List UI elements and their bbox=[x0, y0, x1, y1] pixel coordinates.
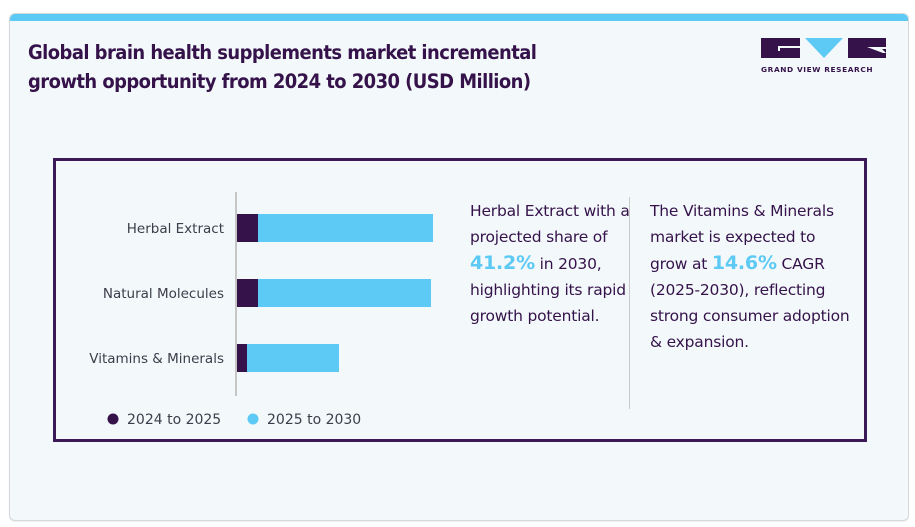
bar-chart: Herbal Extract Natural Molecules Vitamins … bbox=[89, 192, 433, 428]
legend-label: 2025 to 2030 bbox=[267, 412, 361, 428]
category-label: Natural Molecules bbox=[103, 286, 224, 302]
title-line-2: growth opportunity from 2024 to 2030 (US… bbox=[28, 70, 531, 93]
insight-herbal-extract: Herbal Extract with a projected share of… bbox=[470, 198, 630, 329]
insight-1-text-after: in 2030, highlighting its rapid growth p… bbox=[470, 255, 626, 325]
infographic-card: Global brain health supplements market i… bbox=[9, 13, 909, 521]
page-title: Global brain health supplements market i… bbox=[28, 38, 617, 96]
top-accent-stripe bbox=[10, 14, 908, 21]
insight-2-text-after: CAGR (2025-2030), reflecting strong cons… bbox=[650, 255, 850, 351]
bar-2024-2025 bbox=[236, 279, 258, 307]
insight-1-highlight: 41.2% bbox=[470, 252, 535, 274]
insight-2-text-before: The Vitamins & Minerals market is expect… bbox=[650, 202, 834, 273]
insight-divider bbox=[629, 197, 630, 409]
insight-1-text-before: Herbal Extract with a projected share of bbox=[470, 202, 630, 246]
bar-2025-2030 bbox=[258, 214, 433, 242]
chart-panel: Herbal Extract Natural Molecules Vitamins … bbox=[53, 158, 867, 442]
logo-text: GRAND VIEW RESEARCH bbox=[761, 65, 874, 74]
insight-vitamins-minerals: The Vitamins & Minerals market is expect… bbox=[650, 198, 850, 355]
bar-2025-2030 bbox=[247, 344, 339, 372]
legend-marker bbox=[247, 413, 259, 425]
gvr-logo-icon bbox=[761, 38, 886, 58]
category-label: Vitamins & Minerals bbox=[89, 351, 224, 367]
grand-view-research-logo: GRAND VIEW RESEARCH bbox=[761, 38, 891, 78]
title-line-1: Global brain health supplements market i… bbox=[28, 41, 537, 64]
legend-marker bbox=[107, 413, 119, 425]
bar-2025-2030 bbox=[258, 279, 431, 307]
category-label: Herbal Extract bbox=[127, 221, 224, 237]
bar-2024-2025 bbox=[236, 214, 258, 242]
insight-2-highlight: 14.6% bbox=[711, 252, 777, 274]
legend-label: 2024 to 2025 bbox=[127, 412, 221, 428]
bar-2024-2025 bbox=[236, 344, 247, 372]
